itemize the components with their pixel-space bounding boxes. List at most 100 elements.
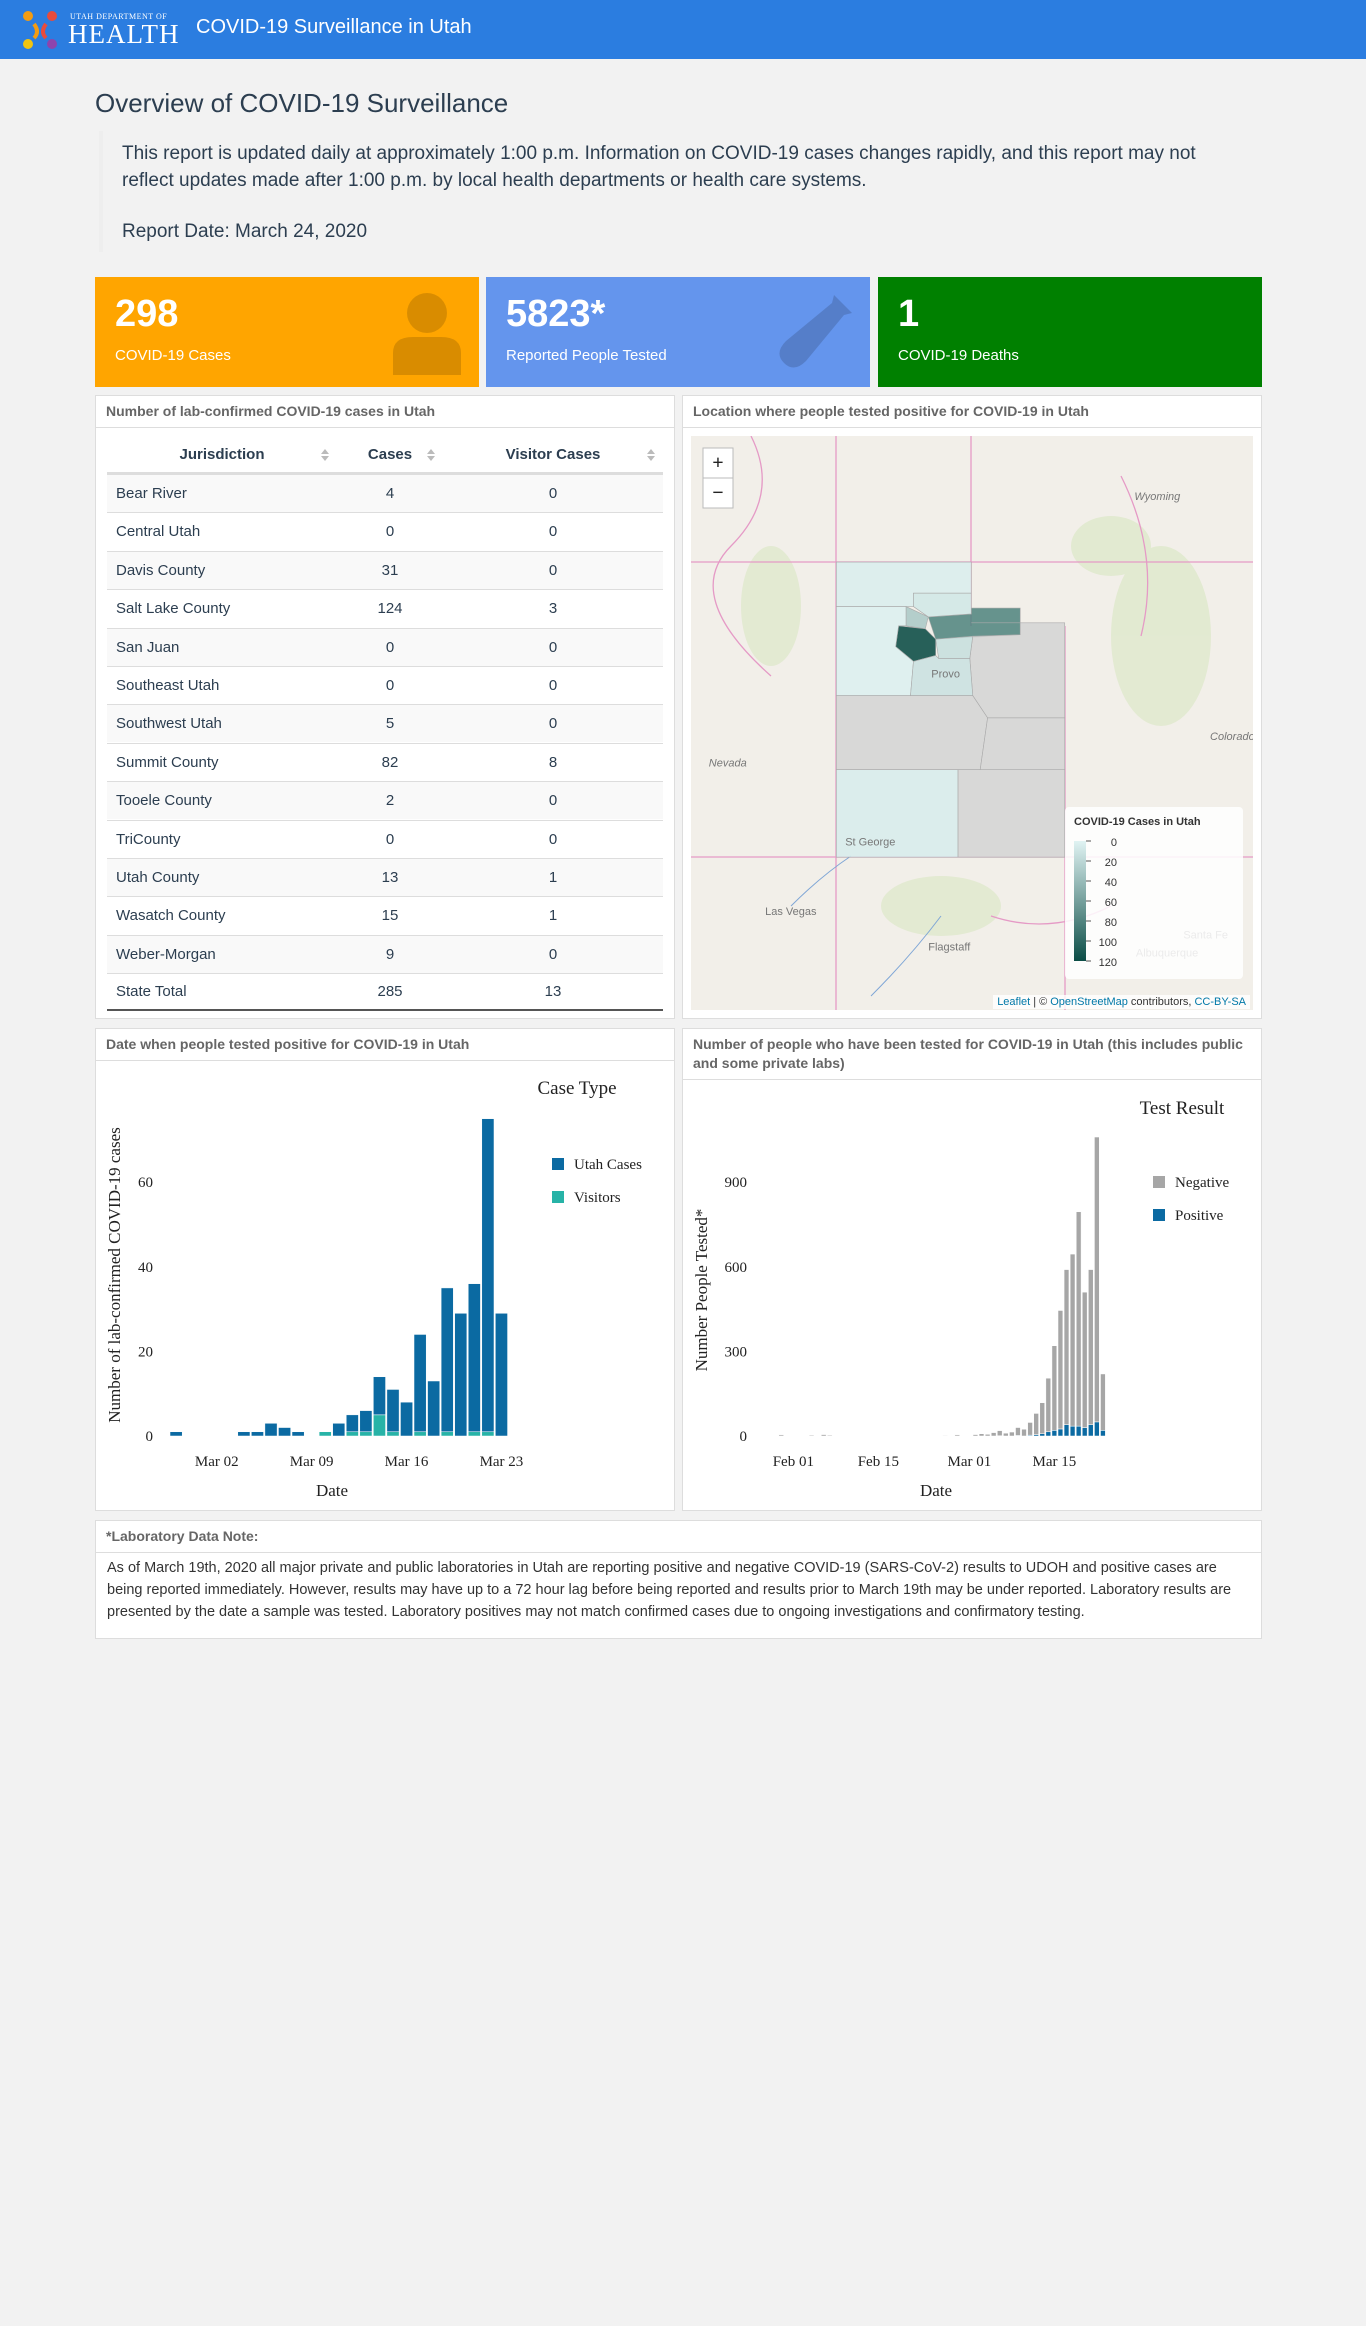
tested-box: 5823* Reported People Tested bbox=[486, 277, 870, 387]
bar bbox=[827, 1434, 833, 1437]
bar bbox=[1015, 1427, 1021, 1436]
bar bbox=[413, 1334, 427, 1433]
map-label: Las Vegas bbox=[765, 906, 817, 918]
quote-border bbox=[99, 131, 103, 252]
legend-label: Utah Cases bbox=[574, 1157, 642, 1173]
legend-gradient bbox=[1074, 841, 1086, 961]
bar bbox=[821, 1434, 827, 1437]
column-header[interactable]: Visitor Cases bbox=[443, 446, 663, 463]
bar bbox=[345, 1431, 359, 1437]
x-axis-title: Date bbox=[920, 1481, 952, 1500]
attribution-part[interactable]: Leaflet bbox=[997, 996, 1031, 1008]
table-cell: 0 bbox=[548, 561, 558, 579]
bar bbox=[1057, 1310, 1064, 1430]
table-row: Summit County 82 8 bbox=[107, 742, 663, 781]
y-tick-label: 60 bbox=[138, 1175, 153, 1191]
cases-box: 298 COVID-19 Cases bbox=[95, 277, 479, 387]
bar bbox=[1009, 1431, 1015, 1437]
bar bbox=[1075, 1211, 1082, 1427]
note-title: *Laboratory Data Note: bbox=[96, 1521, 1261, 1553]
bar bbox=[1082, 1291, 1088, 1428]
table-cell: 0 bbox=[548, 523, 558, 541]
legend-box bbox=[1065, 807, 1243, 979]
y-tick-label: 900 bbox=[725, 1175, 748, 1191]
zoom-button[interactable]: − bbox=[702, 477, 734, 509]
map-label: Wyoming bbox=[1134, 491, 1181, 503]
table-cell: 0 bbox=[548, 677, 558, 694]
attribution-part[interactable]: CC-BY-SA bbox=[1194, 996, 1246, 1008]
legend-swatch bbox=[1153, 1209, 1165, 1221]
map-region bbox=[836, 695, 988, 770]
header-title[interactable]: COVID-19 Surveillance in Utah bbox=[196, 16, 472, 38]
table-cell: Central Utah bbox=[116, 523, 201, 541]
x-tick-label: Feb 01 bbox=[773, 1454, 814, 1470]
bar bbox=[1039, 1433, 1045, 1437]
bar bbox=[954, 1434, 960, 1437]
bar bbox=[291, 1431, 305, 1437]
bar bbox=[332, 1423, 346, 1437]
table-cell: 1 bbox=[548, 907, 558, 925]
sort-icon[interactable] bbox=[647, 448, 655, 461]
table-cell: 0 bbox=[385, 830, 395, 848]
panel-title: Location where people tested positive fo… bbox=[683, 396, 1261, 428]
table-row: Davis County 31 0 bbox=[107, 550, 663, 589]
legend-tick-label: 40 bbox=[1105, 877, 1117, 889]
chart: 0 300 600 900 Feb 01 Feb 15 Mar 01 Mar 15 Date Nu… bbox=[692, 1098, 1229, 1500]
update-note: This report is updated daily at approxim… bbox=[122, 143, 1196, 191]
table-cell: TriCounty bbox=[116, 830, 181, 848]
chart: 0 20 40 60 Mar 02 Mar 09 Mar 16 Mar 23 Date Numbe… bbox=[105, 1078, 642, 1500]
bar bbox=[427, 1380, 441, 1437]
box-value: 1 bbox=[898, 293, 920, 335]
bar bbox=[984, 1434, 991, 1437]
table-cell: 285 bbox=[377, 983, 403, 1001]
sort-icon[interactable] bbox=[321, 448, 329, 461]
bar bbox=[400, 1401, 413, 1437]
table-cell: 1 bbox=[548, 869, 558, 886]
bar bbox=[1045, 1377, 1051, 1433]
attribution-part: | © bbox=[1033, 996, 1048, 1008]
bar bbox=[318, 1431, 332, 1437]
deaths-box: 1 COVID-19 Deaths bbox=[878, 277, 1262, 387]
bar bbox=[373, 1414, 386, 1437]
table-cell: Wasatch County bbox=[116, 907, 226, 925]
legend-swatch bbox=[552, 1158, 564, 1170]
bar bbox=[1033, 1413, 1039, 1435]
bar bbox=[237, 1431, 251, 1437]
map-label: Nevada bbox=[709, 758, 747, 770]
bar bbox=[990, 1432, 997, 1437]
table-cell: 0 bbox=[385, 677, 395, 694]
attribution-part[interactable]: OpenStreetMap bbox=[1050, 996, 1128, 1008]
map[interactable]: Wyoming Nevada Colorado Las Vegas Flagstaff S… bbox=[691, 436, 1253, 1010]
map-region bbox=[979, 717, 1066, 770]
table-cell: 0 bbox=[548, 715, 558, 733]
zoom-label[interactable]: − bbox=[712, 482, 723, 504]
page-title: Overview of COVID-19 Surveillance bbox=[95, 88, 509, 118]
table-cell: Tooele County bbox=[116, 792, 212, 810]
y-tick-label: 40 bbox=[138, 1260, 153, 1276]
legend-tick-label: 0 bbox=[1111, 837, 1117, 849]
zoom-button-bg bbox=[702, 477, 734, 509]
attribution: Leaflet | © OpenStreetMap contributors, CC-B… bbox=[993, 995, 1250, 1009]
y-tick-label: 20 bbox=[138, 1344, 153, 1360]
zoom-label[interactable]: + bbox=[712, 452, 723, 474]
table-row: Salt Lake County 124 3 bbox=[107, 589, 663, 627]
legend-title: Test Result bbox=[1140, 1098, 1225, 1119]
bar bbox=[1100, 1430, 1106, 1437]
table-cell: Weber-Morgan bbox=[116, 945, 216, 963]
column-header[interactable]: Cases bbox=[337, 446, 443, 463]
table-row: Southwest Utah 5 0 bbox=[107, 704, 663, 743]
bar bbox=[1063, 1269, 1070, 1425]
zoom-button[interactable]: + bbox=[702, 447, 734, 479]
y-tick-label: 0 bbox=[740, 1429, 748, 1445]
table-cell: 8 bbox=[548, 753, 558, 771]
bar bbox=[454, 1313, 468, 1437]
bar bbox=[1003, 1432, 1009, 1437]
x-axis-title: Date bbox=[316, 1481, 348, 1500]
x-tick-label: Mar 16 bbox=[385, 1454, 429, 1470]
sort-icon[interactable] bbox=[427, 448, 435, 461]
table-cell: Davis County bbox=[116, 561, 206, 579]
map-region bbox=[935, 635, 974, 659]
column-header[interactable]: Jurisdiction bbox=[107, 446, 337, 463]
zoom-button-bg bbox=[702, 447, 734, 479]
